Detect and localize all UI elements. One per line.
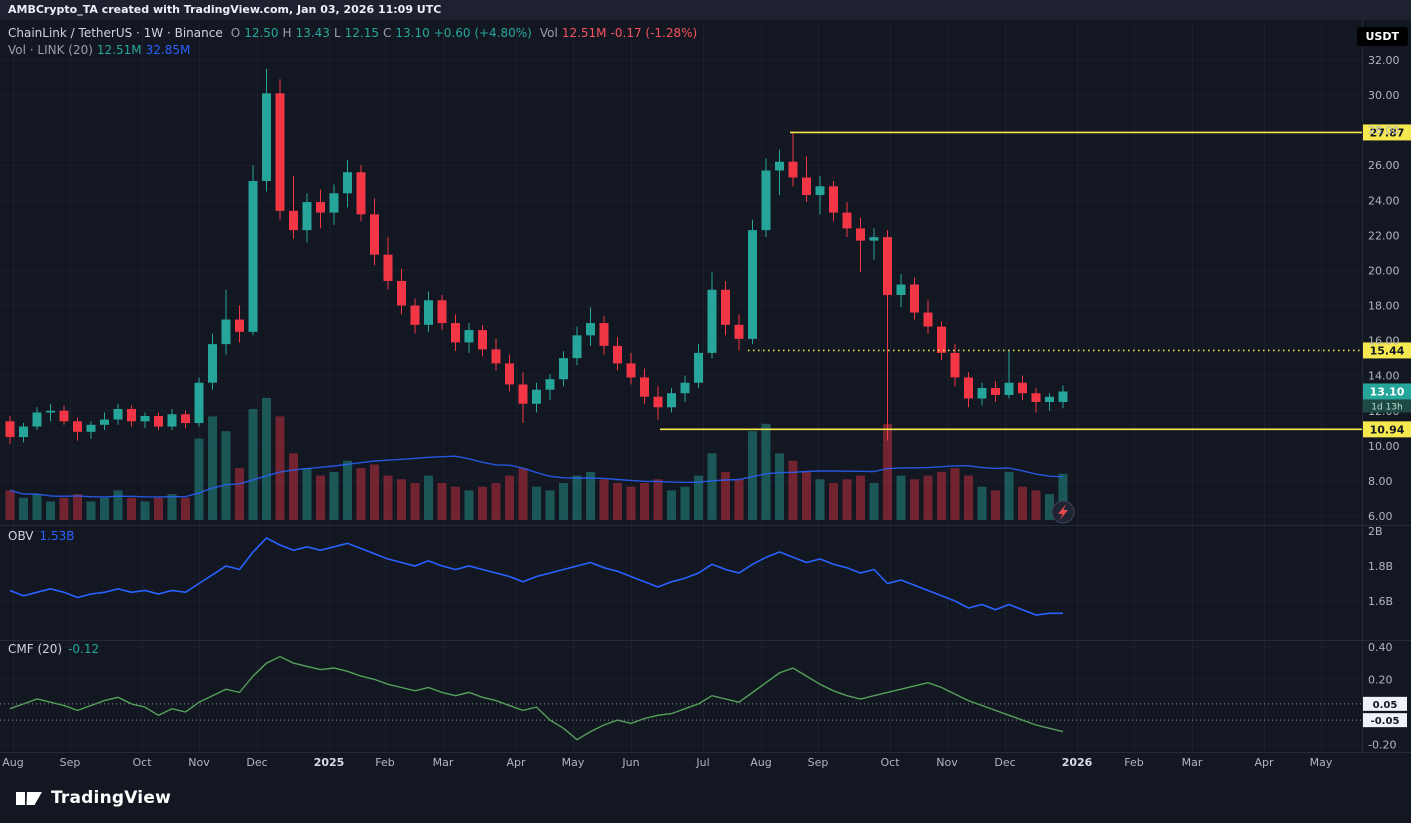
svg-text:Feb: Feb bbox=[1124, 756, 1143, 769]
svg-text:Nov: Nov bbox=[936, 756, 958, 769]
svg-text:Oct: Oct bbox=[132, 756, 152, 769]
svg-text:2B: 2B bbox=[1368, 525, 1383, 538]
svg-text:-0.05: -0.05 bbox=[1371, 716, 1400, 727]
svg-text:Nov: Nov bbox=[188, 756, 210, 769]
svg-text:Dec: Dec bbox=[246, 756, 267, 769]
svg-text:Mar: Mar bbox=[1182, 756, 1203, 769]
svg-text:0.20: 0.20 bbox=[1368, 673, 1393, 686]
svg-text:15.44: 15.44 bbox=[1370, 344, 1405, 357]
cmf-indicator-label[interactable]: CMF (20) bbox=[8, 642, 63, 656]
volume-ma-value: 32.85M bbox=[145, 43, 191, 57]
svg-text:14.00: 14.00 bbox=[1368, 370, 1400, 383]
symbol-title[interactable]: ChainLink / TetherUS · 1W · Binance bbox=[8, 26, 223, 40]
ohlc-low-label: L bbox=[333, 26, 341, 40]
svg-text:28.00: 28.00 bbox=[1368, 124, 1400, 137]
svg-text:Oct: Oct bbox=[880, 756, 900, 769]
tradingview-logo-text: TradingView bbox=[51, 788, 171, 808]
svg-text:Sep: Sep bbox=[808, 756, 829, 769]
svg-text:1.8B: 1.8B bbox=[1368, 560, 1393, 573]
tradingview-logo[interactable]: TradingView bbox=[14, 785, 171, 811]
svg-text:Aug: Aug bbox=[2, 756, 23, 769]
svg-text:Jun: Jun bbox=[621, 756, 639, 769]
ohlc-low-value: 12.15 bbox=[344, 26, 379, 40]
svg-text:2026: 2026 bbox=[1062, 756, 1093, 769]
ohlc-high-label: H bbox=[282, 26, 292, 40]
svg-text:Apr: Apr bbox=[1254, 756, 1274, 769]
svg-text:1d 13h: 1d 13h bbox=[1371, 402, 1402, 412]
ohlc-open-value: 12.50 bbox=[244, 26, 279, 40]
obv-line bbox=[9, 537, 1063, 616]
svg-text:-0.20: -0.20 bbox=[1368, 739, 1396, 752]
volume-indicator-value: 12.51M bbox=[96, 43, 142, 57]
svg-text:16.00: 16.00 bbox=[1368, 335, 1400, 348]
chart-watermark-icon bbox=[1051, 500, 1075, 524]
cmf-pane-legend: CMF (20) -0.12 bbox=[8, 642, 105, 656]
tradingview-logo-icon bbox=[16, 792, 42, 805]
svg-text:10.94: 10.94 bbox=[1370, 423, 1405, 436]
svg-text:13.10: 13.10 bbox=[1370, 385, 1405, 398]
svg-text:May: May bbox=[562, 756, 585, 769]
volume-ma-line bbox=[9, 455, 1064, 498]
svg-text:0.40: 0.40 bbox=[1368, 641, 1393, 654]
svg-text:18.00: 18.00 bbox=[1368, 300, 1400, 313]
attribution-bar: AMBCrypto_TA created with TradingView.co… bbox=[0, 0, 1411, 20]
ohlc-close-label: C bbox=[382, 26, 392, 40]
horizontal-level-lines: 27.87 15.44 10.94 bbox=[660, 124, 1411, 438]
svg-text:Feb: Feb bbox=[375, 756, 394, 769]
currency-toggle-badge[interactable]: USDT bbox=[1356, 27, 1408, 46]
legend-row-symbol: ChainLink / TetherUS · 1W · Binance O 12.5… bbox=[8, 25, 701, 42]
svg-text:24.00: 24.00 bbox=[1368, 194, 1400, 207]
svg-text:May: May bbox=[1310, 756, 1333, 769]
pane-dividers bbox=[0, 20, 1411, 753]
candlestick-series[interactable] bbox=[5, 68, 1068, 445]
volume-change: -0.17 (-1.28%) bbox=[610, 26, 698, 40]
cmf-line bbox=[0, 655, 1362, 741]
ohlc-close-value: 13.10 bbox=[395, 26, 430, 40]
volume-bars bbox=[5, 397, 1068, 520]
price-change: +0.60 (+4.80%) bbox=[433, 26, 532, 40]
obv-indicator-label[interactable]: OBV bbox=[8, 529, 34, 543]
svg-text:Dec: Dec bbox=[994, 756, 1015, 769]
symbol-legend: ChainLink / TetherUS · 1W · Binance O 12.5… bbox=[8, 25, 701, 59]
svg-text:22.00: 22.00 bbox=[1368, 229, 1400, 242]
price-axis[interactable]: 32.00 30.00 28.00 26.00 24.00 22.00 20.00 18.00… bbox=[1363, 54, 1411, 752]
svg-text:0.05: 0.05 bbox=[1373, 700, 1398, 711]
svg-text:27.87: 27.87 bbox=[1370, 126, 1405, 139]
svg-text:32.00: 32.00 bbox=[1368, 54, 1400, 67]
volume-value: 12.51M bbox=[561, 26, 607, 40]
obv-indicator-value: 1.53B bbox=[39, 529, 75, 543]
svg-text:26.00: 26.00 bbox=[1368, 159, 1400, 172]
svg-text:Apr: Apr bbox=[506, 756, 526, 769]
svg-text:Jul: Jul bbox=[695, 756, 709, 769]
legend-row-volume-indicator: Vol · LINK (20) 12.51M 32.85M bbox=[8, 42, 701, 59]
svg-text:Aug: Aug bbox=[750, 756, 771, 769]
svg-text:2025: 2025 bbox=[314, 756, 345, 769]
svg-text:30.00: 30.00 bbox=[1368, 89, 1400, 102]
obv-pane-legend: OBV 1.53B bbox=[8, 529, 80, 543]
volume-label: Vol bbox=[539, 26, 558, 40]
svg-text:8.00: 8.00 bbox=[1368, 475, 1393, 488]
time-axis[interactable]: Aug Sep Oct Nov Dec 2025 Feb Mar Apr May Jun Jul Aug… bbox=[2, 756, 1333, 769]
svg-text:10.00: 10.00 bbox=[1368, 440, 1400, 453]
ohlc-open-label: O bbox=[230, 26, 241, 40]
svg-text:Mar: Mar bbox=[433, 756, 454, 769]
volume-indicator-label[interactable]: Vol · LINK (20) bbox=[8, 43, 93, 57]
cmf-indicator-value: -0.12 bbox=[68, 642, 100, 656]
svg-text:1.6B: 1.6B bbox=[1368, 595, 1393, 608]
ohlc-high-value: 13.43 bbox=[295, 26, 330, 40]
svg-text:6.00: 6.00 bbox=[1368, 510, 1393, 523]
svg-text:Sep: Sep bbox=[60, 756, 81, 769]
grid-lines bbox=[0, 22, 1362, 752]
svg-text:20.00: 20.00 bbox=[1368, 264, 1400, 277]
